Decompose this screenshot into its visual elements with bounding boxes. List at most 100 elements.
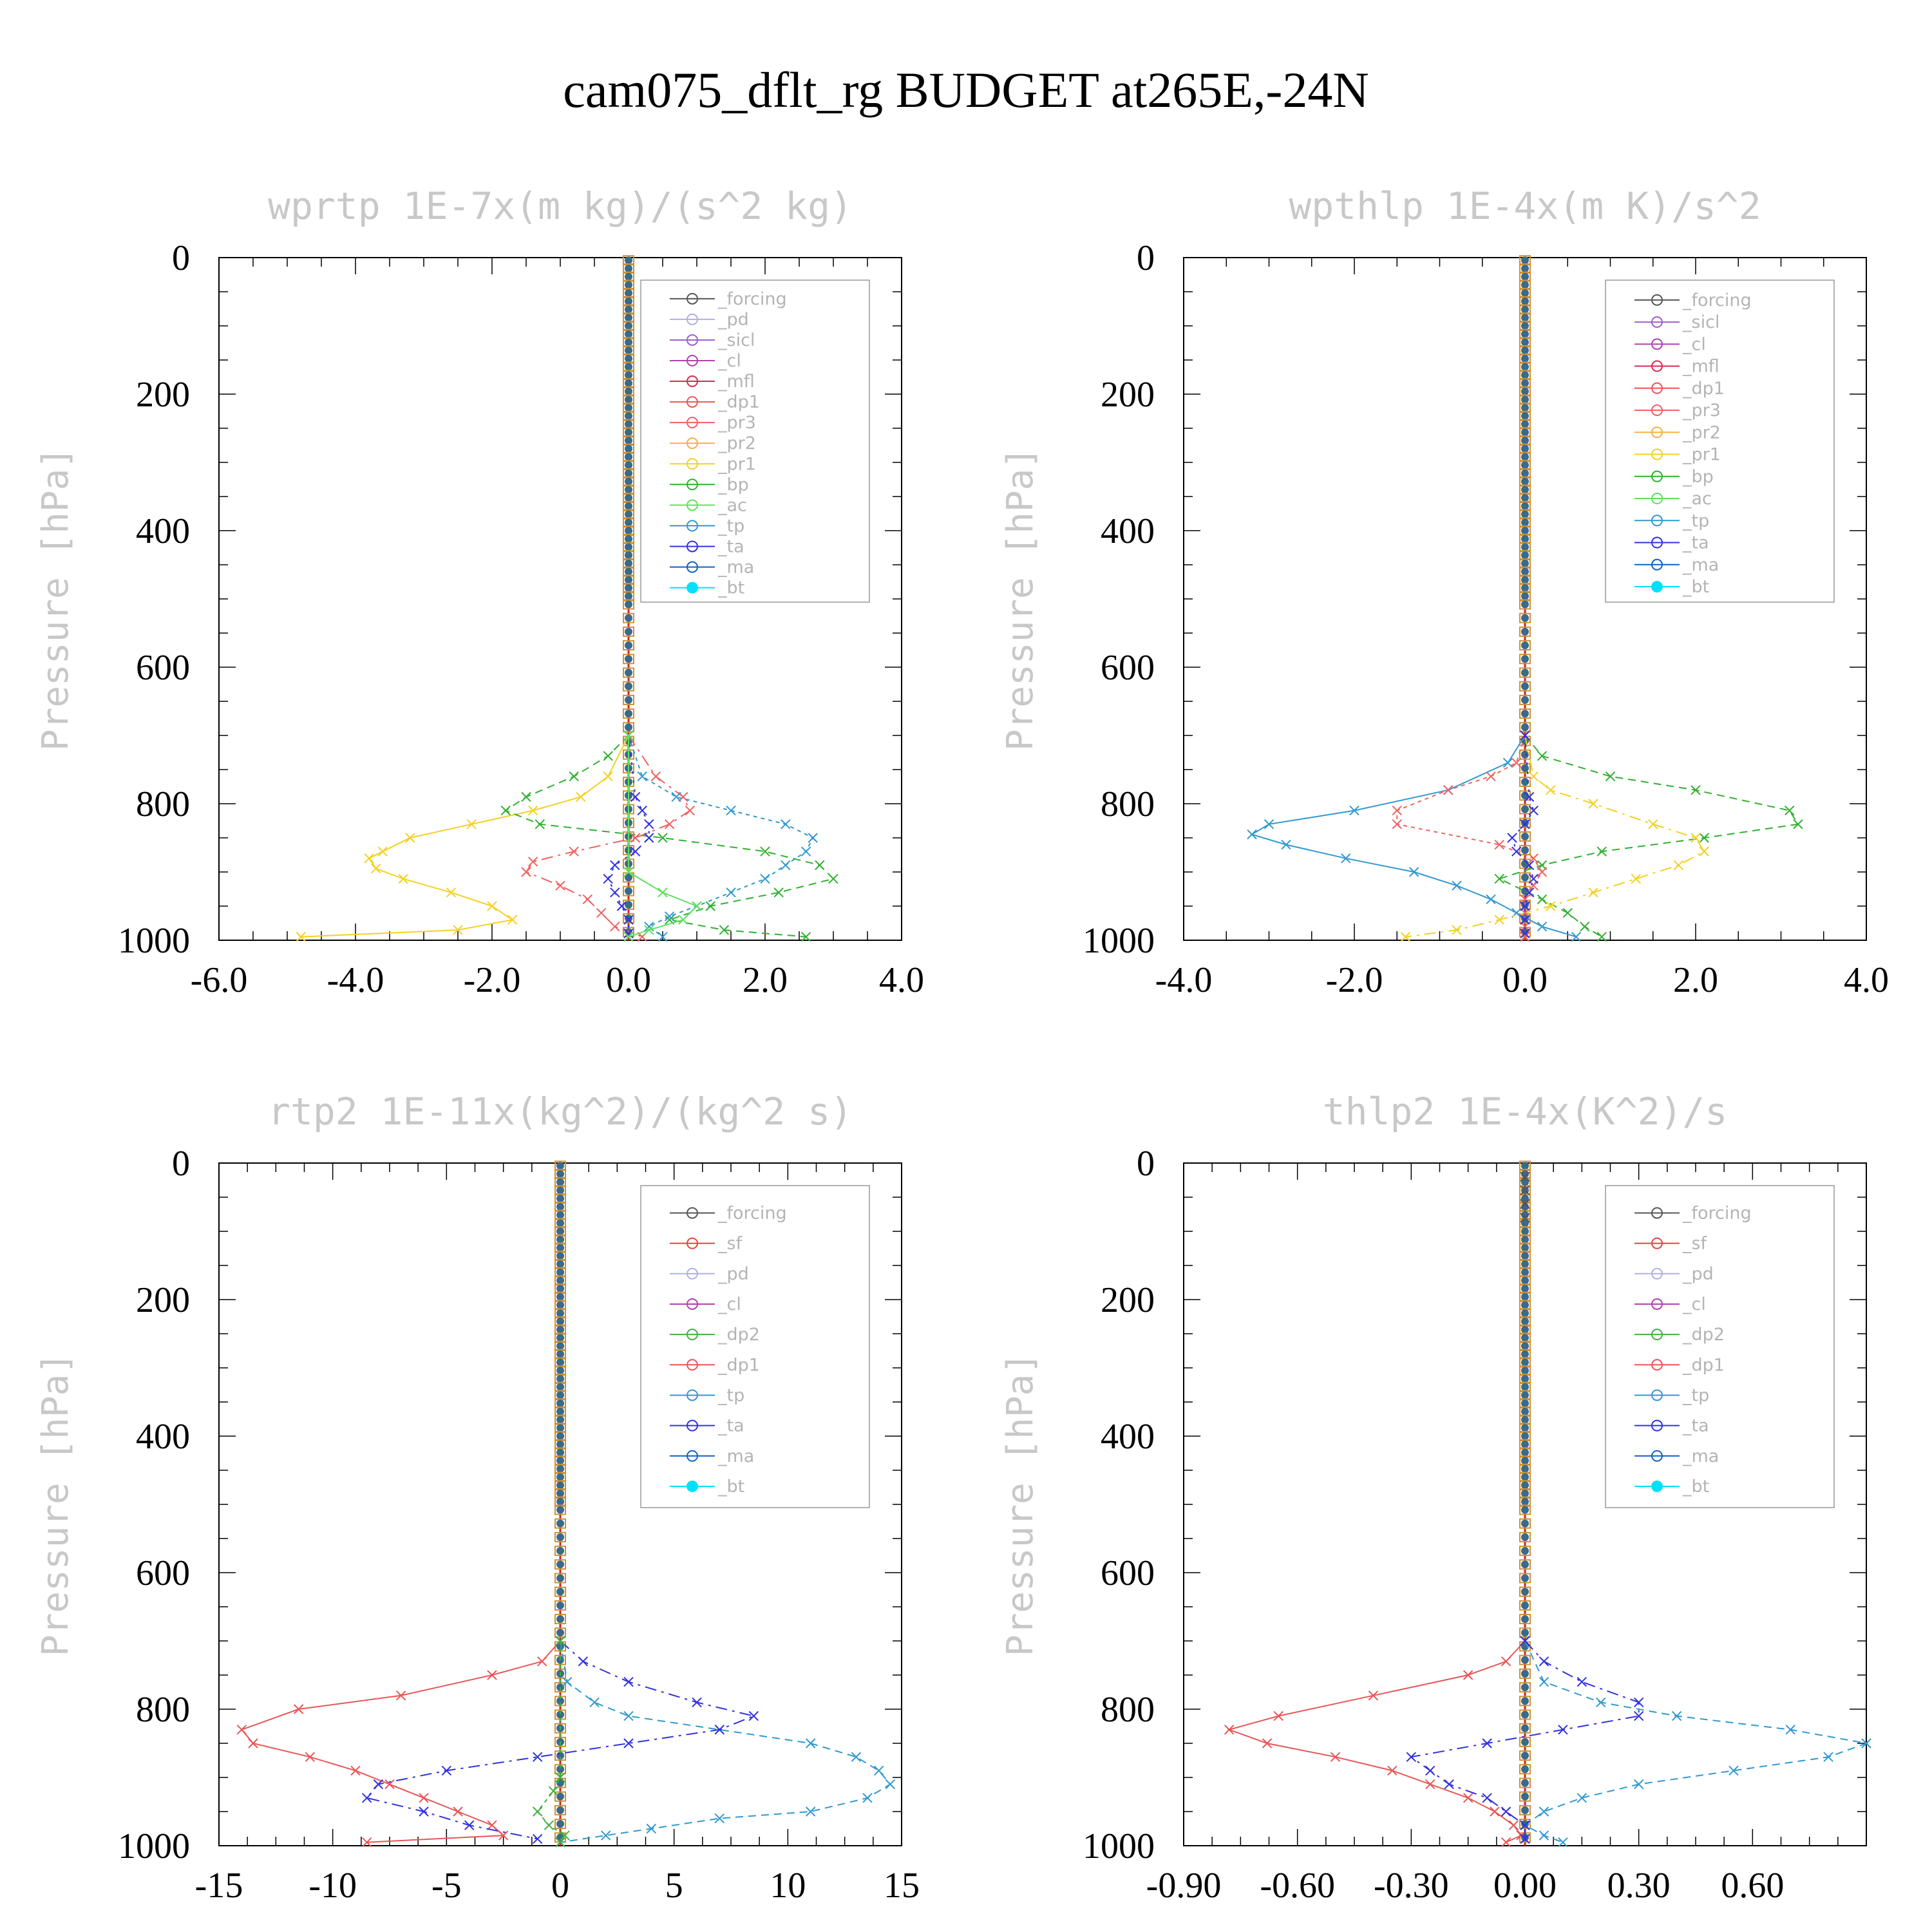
data-point-dp1 (1387, 1765, 1397, 1776)
zero-marker (1519, 1777, 1531, 1788)
data-point-ta (1520, 901, 1530, 911)
legend: _forcing_sicl_cl_mfl_dp1_pr3_pr2_pr1_bp_… (1605, 279, 1835, 603)
zero-marker (1519, 667, 1531, 678)
y-tick-label: 1000 (118, 921, 190, 961)
data-point-ac (623, 867, 634, 877)
x-tick-label: 0.30 (1607, 1866, 1671, 1906)
zero-marker-dot (1521, 510, 1529, 518)
data-point-bp (1690, 785, 1701, 795)
zero-marker-dot (1521, 1752, 1529, 1760)
data-point-dp1 (1425, 1779, 1435, 1790)
zero-marker-dot (556, 1383, 564, 1391)
y-tick-label: 600 (1101, 1553, 1155, 1593)
data-point-forcing (1520, 1198, 1530, 1209)
data-point-tp (1537, 922, 1548, 932)
data-point-dp1 (236, 1725, 247, 1735)
x-tick-label: -4.0 (327, 960, 384, 1000)
data-point-ta (1633, 1710, 1644, 1721)
zero-marker (1519, 1791, 1531, 1802)
legend-label: _dp1 (1682, 1355, 1725, 1375)
data-point-forcing (1520, 1185, 1530, 1196)
zero-marker (1519, 1654, 1531, 1665)
panel-title: thlp2 1E-4x(K^2)/s (1323, 1090, 1728, 1133)
data-point-tp (1349, 805, 1359, 816)
zero-marker-dot (1521, 1416, 1529, 1424)
zero-marker-dot (625, 444, 632, 453)
zero-marker-dot (1521, 494, 1529, 502)
data-point-pr1 (1494, 914, 1504, 925)
panel-title: wprtp 1E-7x(m kg)/(s^2 kg) (268, 184, 853, 228)
zero-marker-dot (1521, 305, 1529, 314)
zero-marker-dot (556, 1211, 564, 1219)
zero-marker (554, 1546, 566, 1557)
legend-label: _dp1 (1682, 379, 1725, 399)
data-point-ta (714, 1725, 725, 1735)
zero-marker-dot (1521, 1792, 1529, 1801)
data-point-dp1 (537, 1656, 547, 1667)
data-point-tp (600, 1830, 611, 1841)
data-point-tp (1577, 1793, 1587, 1803)
data-point-pr1 (1673, 860, 1684, 871)
legend-label: _pr2 (717, 433, 756, 453)
zero-marker (1519, 777, 1531, 788)
zero-marker-dot (1521, 1399, 1529, 1408)
data-point-bp (1580, 922, 1590, 932)
zero-marker-dot (556, 1424, 564, 1432)
zero-marker (623, 722, 634, 733)
zero-marker-dot (556, 1765, 564, 1774)
zero-marker-dot (1521, 444, 1529, 453)
zero-marker (1519, 654, 1531, 665)
data-point-ta (373, 1779, 384, 1790)
zero-marker-dot (1521, 1547, 1529, 1555)
legend-label: _ac (1682, 489, 1712, 509)
legend-label: _tp (1682, 1385, 1709, 1405)
legend-marker-ta (687, 1419, 698, 1432)
y-tick-label: 600 (136, 648, 190, 688)
zero-marker-dot (556, 1615, 564, 1624)
zero-marker-dot (1521, 264, 1529, 272)
data-point-ta (578, 1656, 589, 1667)
zero-marker-dot (1521, 1195, 1529, 1203)
zero-marker-dot (1521, 1656, 1529, 1664)
zero-marker-dot (556, 1490, 564, 1498)
data-point-pr3 (1443, 785, 1454, 795)
data-point-tp (1728, 1765, 1739, 1776)
legend-box (640, 1185, 870, 1508)
data-point-pr3 (582, 894, 593, 905)
legend: _forcing _sf _pd _cl _dp2 _dp1 _tp _ta _ma _bt (640, 1185, 870, 1508)
legend-label: _sicl (717, 330, 755, 350)
zero-marker-dot (1521, 1587, 1529, 1596)
data-point-pr3 (1494, 839, 1504, 850)
zero-marker-dot (1521, 1383, 1529, 1391)
data-point-dp1 (1501, 1656, 1511, 1667)
data-point-dp1 (453, 1806, 463, 1817)
zero-marker (1519, 1723, 1531, 1734)
zero-marker (1519, 708, 1531, 719)
data-point-tp (562, 1676, 573, 1687)
zero-marker-dot (1521, 1350, 1529, 1358)
data-point-ta (419, 1806, 429, 1817)
legend-marker-forcing (687, 292, 698, 305)
data-point-tp (1539, 1676, 1549, 1687)
legend-label: _ma (717, 1446, 754, 1466)
zero-marker (1519, 804, 1531, 815)
zero-marker (1519, 1546, 1531, 1557)
data-point-tp (808, 833, 818, 843)
zero-marker-dot (1521, 559, 1529, 567)
data-point-tp (885, 1779, 896, 1790)
zero-marker-dot (625, 900, 632, 909)
data-point-ta (1558, 1725, 1568, 1735)
x-tick-label: -2.0 (1326, 960, 1383, 1000)
data-point-bp (535, 819, 545, 829)
data-point-ac (623, 931, 634, 942)
data-point-bp (603, 751, 613, 761)
legend-label: _mfl (717, 372, 755, 392)
y-tick-label: 200 (136, 375, 190, 415)
data-point-ta (1482, 1738, 1492, 1748)
legend-marker-ma (1651, 1450, 1663, 1462)
zero-marker-dot (1521, 1669, 1529, 1678)
x-tick-label: 5 (665, 1866, 683, 1906)
data-point-ta (464, 1820, 475, 1830)
zero-marker-dot (1521, 627, 1529, 636)
legend-label: _ac (717, 495, 747, 515)
